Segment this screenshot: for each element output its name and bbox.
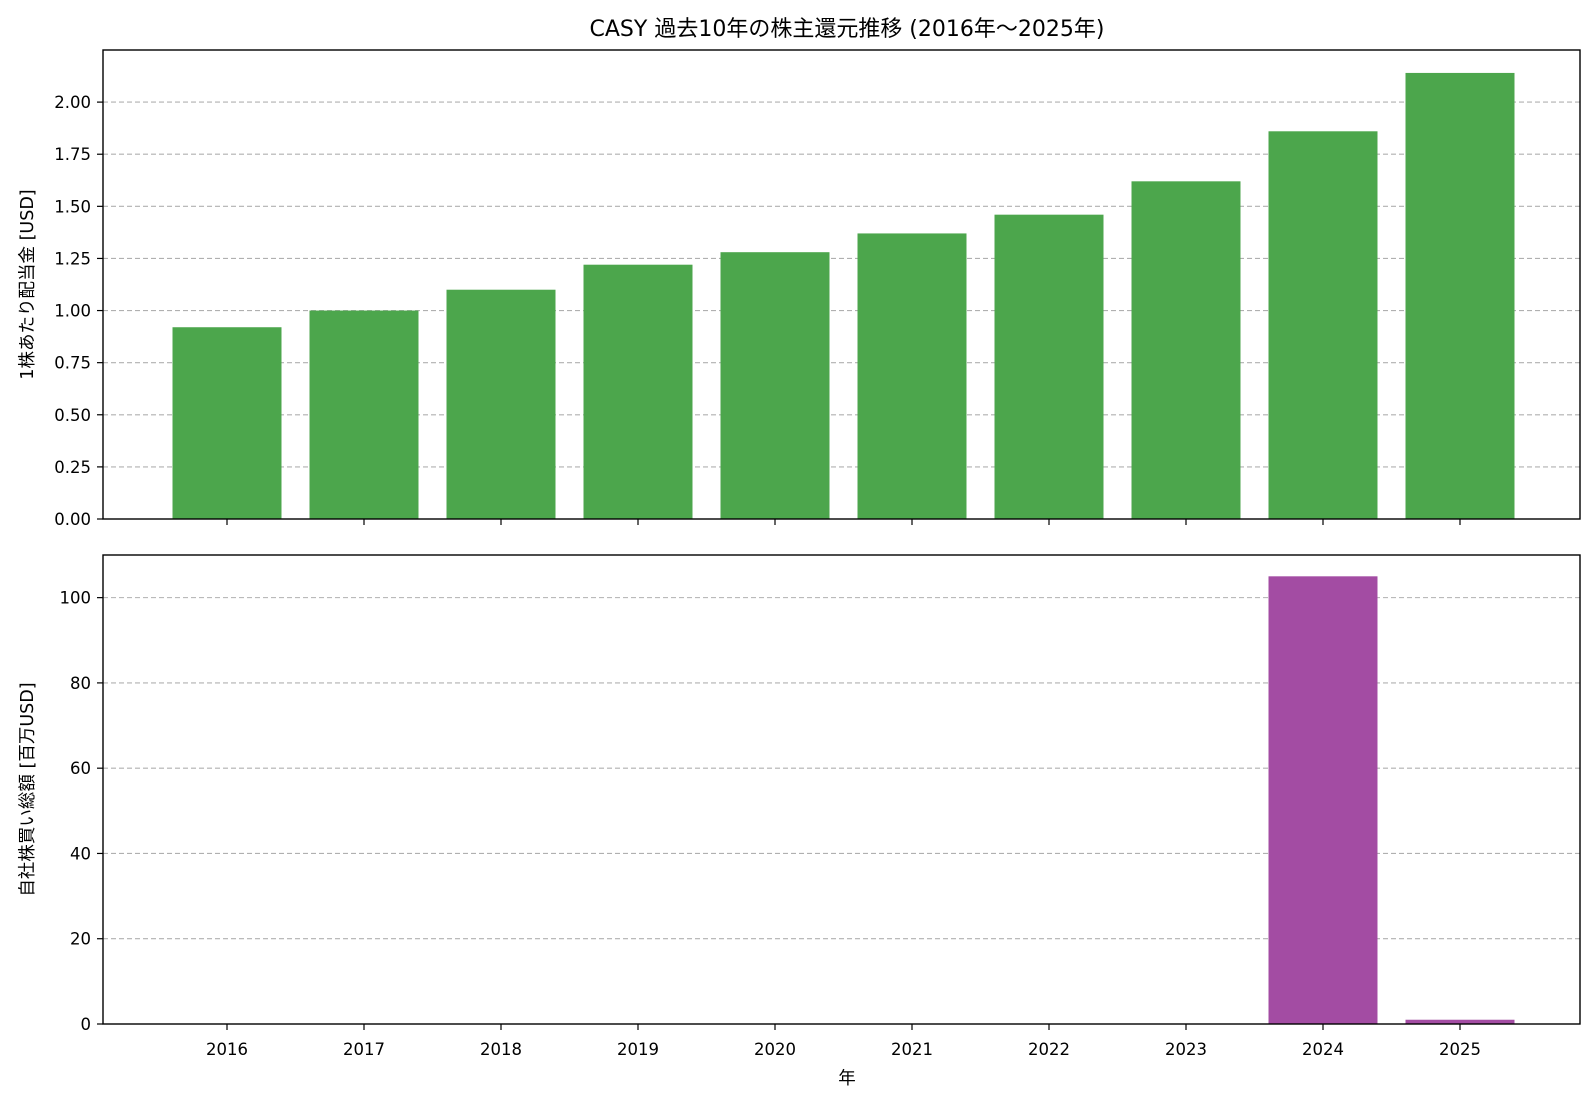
y-tick-label: 0.00 bbox=[54, 510, 91, 529]
x-tick-label: 2016 bbox=[206, 1040, 248, 1059]
bar bbox=[857, 233, 967, 520]
x-tick-label: 2018 bbox=[480, 1040, 522, 1059]
axes-frame bbox=[102, 49, 1581, 520]
bar bbox=[446, 289, 556, 519]
y-tick-label: 1.25 bbox=[54, 249, 91, 268]
y-tick-label: 20 bbox=[70, 930, 91, 949]
bar bbox=[1131, 181, 1241, 519]
axes-frame bbox=[102, 554, 1581, 1025]
bar bbox=[583, 264, 693, 519]
y-tick-label: 2.00 bbox=[54, 93, 91, 112]
y-tick-label: 100 bbox=[60, 589, 92, 608]
bar bbox=[172, 327, 282, 519]
y-tick-label: 1.50 bbox=[54, 197, 91, 216]
bar bbox=[994, 214, 1104, 519]
x-tick-label: 2019 bbox=[617, 1040, 659, 1059]
x-tick-label: 2025 bbox=[1439, 1040, 1481, 1059]
y-tick-label: 1.00 bbox=[54, 302, 91, 321]
bar bbox=[1268, 576, 1378, 1024]
x-tick-label: 2017 bbox=[343, 1040, 385, 1059]
buyback-panel: 0 20 40 60 80 100 2016 2017 2018 2019 2020 2021 2022… bbox=[18, 554, 1581, 1059]
y-axis-label: 1株あたり配当金 [USD] bbox=[18, 189, 38, 379]
y-tick-label: 1.75 bbox=[54, 145, 91, 164]
bar bbox=[309, 310, 419, 519]
bar bbox=[1405, 1019, 1515, 1024]
x-axis-label: 年 bbox=[838, 1069, 856, 1089]
chart-title: CASY 過去10年の株主還元推移 (2016年〜2025年) bbox=[590, 17, 1105, 42]
y-tick-label: 0.25 bbox=[54, 458, 91, 477]
y-tick-label: 0 bbox=[81, 1015, 92, 1034]
x-tick-label: 2021 bbox=[891, 1040, 933, 1059]
y-axis-label: 自社株買い総額 [百万USD] bbox=[18, 682, 38, 896]
y-tick-label: 40 bbox=[70, 844, 91, 863]
x-tick-label: 2024 bbox=[1302, 1040, 1344, 1059]
y-tick-label: 0.50 bbox=[54, 406, 91, 425]
x-tick-label: 2020 bbox=[754, 1040, 796, 1059]
dividend-panel: 0.00 0.25 0.50 0.75 1.00 1.25 1.50 1.75 2.00 1株あた… bbox=[18, 49, 1581, 529]
y-tick-label: 60 bbox=[70, 759, 91, 778]
y-tick-label: 80 bbox=[70, 674, 91, 693]
bar bbox=[1268, 131, 1378, 519]
bar bbox=[1405, 72, 1515, 519]
y-tick-label: 0.75 bbox=[54, 354, 91, 373]
x-tick-label: 2023 bbox=[1165, 1040, 1207, 1059]
bar bbox=[720, 252, 830, 520]
x-tick-label: 2022 bbox=[1028, 1040, 1070, 1059]
